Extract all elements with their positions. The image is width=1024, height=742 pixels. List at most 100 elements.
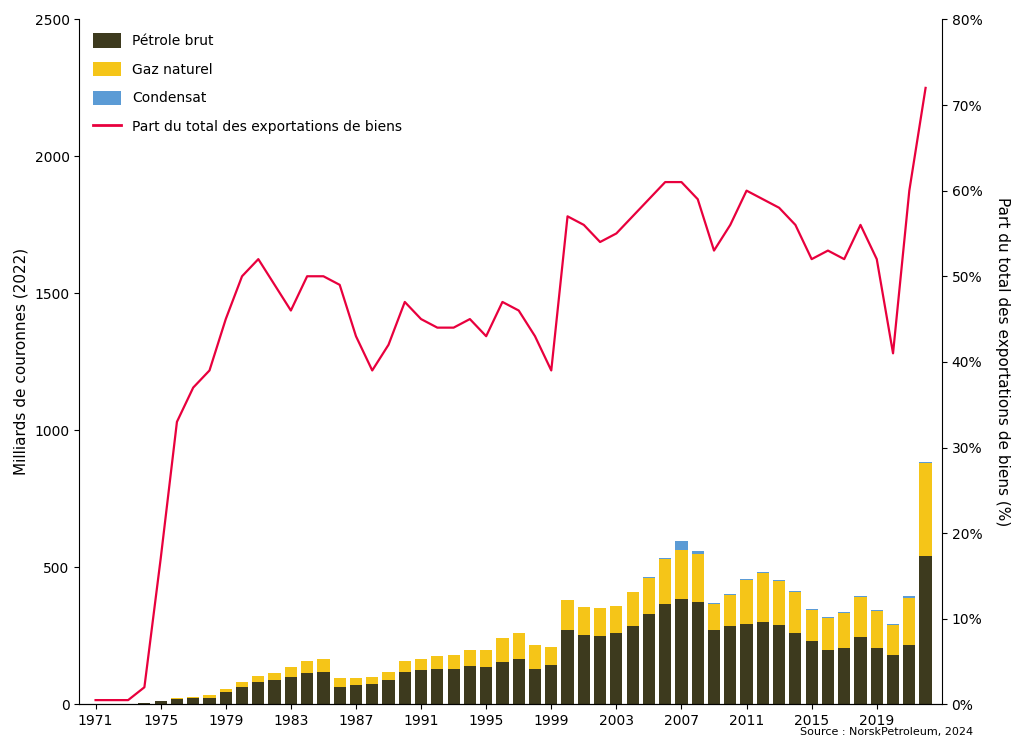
Bar [676, 599, 687, 704]
Bar [610, 633, 623, 704]
Bar [643, 577, 655, 578]
Bar [382, 672, 394, 680]
Part du total des exportations de biens [155, 554, 167, 563]
Bar [268, 680, 281, 704]
Bar [870, 649, 883, 704]
Bar [350, 677, 362, 685]
Bar [334, 686, 346, 704]
Bar [643, 578, 655, 614]
Bar [220, 692, 231, 704]
Bar [415, 659, 427, 670]
Bar [204, 697, 216, 704]
Bar [252, 677, 264, 683]
Bar [268, 673, 281, 680]
Part du total des exportations de biens [854, 220, 866, 229]
Bar [171, 697, 183, 699]
Bar [252, 683, 264, 704]
Bar [773, 581, 785, 625]
Bar [790, 592, 802, 633]
Part du total des exportations de biens [89, 696, 101, 705]
Bar [920, 556, 932, 704]
Bar [415, 670, 427, 704]
Bar [854, 597, 866, 637]
Bar [691, 551, 703, 554]
Bar [659, 605, 672, 704]
Bar [334, 678, 346, 686]
Y-axis label: Part du total des exportations de biens (%): Part du total des exportations de biens … [995, 197, 1010, 527]
Bar [806, 610, 818, 641]
Bar [398, 661, 411, 672]
Bar [317, 659, 330, 672]
Bar [301, 660, 313, 673]
Part du total des exportations de biens [920, 83, 932, 92]
Bar [724, 626, 736, 704]
Bar [398, 672, 411, 704]
Bar [350, 685, 362, 704]
Bar [447, 655, 460, 669]
Bar [920, 462, 932, 463]
Bar [708, 605, 720, 631]
Bar [806, 641, 818, 704]
Bar [138, 703, 151, 704]
Bar [903, 646, 915, 704]
Bar [155, 701, 167, 704]
Bar [838, 649, 850, 704]
Part du total des exportations de biens [480, 332, 493, 341]
Bar [431, 669, 443, 704]
Bar [317, 672, 330, 704]
Bar [204, 695, 216, 697]
Bar [171, 699, 183, 704]
Bar [561, 600, 573, 631]
Bar [285, 677, 297, 704]
Bar [464, 649, 476, 666]
Bar [627, 592, 639, 626]
Bar [480, 649, 493, 667]
Bar [773, 625, 785, 704]
Part du total des exportations de biens [594, 237, 606, 246]
Bar [236, 686, 248, 704]
Bar [528, 669, 541, 704]
Bar [854, 596, 866, 597]
Bar [594, 636, 606, 704]
Bar [676, 550, 687, 599]
Bar [236, 682, 248, 686]
Bar [513, 633, 525, 659]
Bar [740, 623, 753, 704]
Bar [806, 608, 818, 610]
Bar [870, 610, 883, 611]
Bar [431, 657, 443, 669]
Bar [838, 611, 850, 613]
Bar [822, 649, 834, 704]
Bar [822, 618, 834, 649]
Bar [497, 662, 509, 704]
Bar [285, 667, 297, 677]
Bar [187, 697, 200, 698]
Bar [740, 579, 753, 580]
Bar [301, 673, 313, 704]
Bar [578, 634, 590, 704]
Bar [676, 542, 687, 550]
Legend: Pétrole brut, Gaz naturel, Condensat, Part du total des exportations de biens: Pétrole brut, Gaz naturel, Condensat, Pa… [86, 26, 409, 141]
Text: Source : NorskPetroleum, 2024: Source : NorskPetroleum, 2024 [800, 726, 973, 737]
Bar [659, 558, 672, 559]
Bar [887, 624, 899, 625]
Bar [822, 617, 834, 618]
Bar [790, 591, 802, 592]
Bar [708, 603, 720, 605]
Bar [367, 677, 378, 684]
Bar [659, 559, 672, 605]
Bar [643, 614, 655, 704]
Bar [367, 684, 378, 704]
Line: Part du total des exportations de biens: Part du total des exportations de biens [95, 88, 926, 700]
Bar [740, 580, 753, 623]
Bar [561, 631, 573, 704]
Bar [578, 607, 590, 634]
Bar [724, 595, 736, 626]
Bar [887, 625, 899, 655]
Bar [497, 638, 509, 662]
Y-axis label: Milliards de couronnes (2022): Milliards de couronnes (2022) [14, 249, 29, 476]
Bar [691, 554, 703, 602]
Bar [870, 611, 883, 649]
Bar [757, 623, 769, 704]
Bar [447, 669, 460, 704]
